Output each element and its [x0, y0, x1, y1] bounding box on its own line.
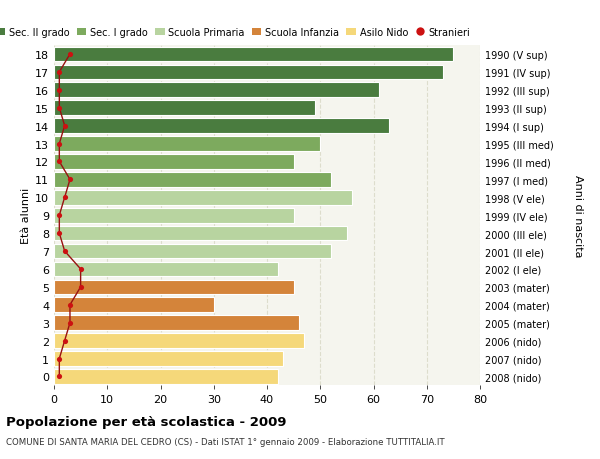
Point [65, 302, 75, 309]
Point [55, 69, 64, 76]
Point [55, 212, 64, 219]
Bar [54, 173, 331, 187]
Point [76, 284, 85, 291]
Bar [54, 369, 278, 384]
Point [65, 176, 75, 184]
Bar [54, 101, 315, 116]
Y-axis label: Anni di nascita: Anni di nascita [573, 174, 583, 257]
Bar [54, 48, 454, 62]
Bar [54, 352, 283, 366]
Y-axis label: Età alunni: Età alunni [21, 188, 31, 244]
Point [65, 51, 75, 58]
Bar [54, 119, 389, 134]
Bar [54, 83, 379, 98]
Bar [54, 316, 299, 330]
Legend: Sec. II grado, Sec. I grado, Scuola Primaria, Scuola Infanzia, Asilo Nido, Stran: Sec. II grado, Sec. I grado, Scuola Prim… [0, 28, 470, 38]
Point [60, 248, 70, 255]
Point [55, 355, 64, 363]
Bar [54, 280, 293, 295]
Bar [54, 262, 278, 277]
Text: Popolazione per età scolastica - 2009: Popolazione per età scolastica - 2009 [6, 415, 287, 428]
Text: COMUNE DI SANTA MARIA DEL CEDRO (CS) - Dati ISTAT 1° gennaio 2009 - Elaborazione: COMUNE DI SANTA MARIA DEL CEDRO (CS) - D… [6, 437, 445, 446]
Bar [54, 190, 352, 205]
Point [65, 319, 75, 327]
Point [55, 230, 64, 237]
Bar [54, 298, 214, 313]
Bar [54, 226, 347, 241]
Point [55, 105, 64, 112]
Point [55, 373, 64, 381]
Point [60, 337, 70, 345]
Bar [54, 208, 293, 223]
Point [60, 194, 70, 202]
Point [60, 123, 70, 130]
Point [55, 158, 64, 166]
Bar [54, 155, 293, 169]
Bar [54, 65, 443, 80]
Bar [54, 334, 304, 348]
Bar [54, 244, 331, 259]
Bar [54, 137, 320, 151]
Point [55, 140, 64, 148]
Point [76, 266, 85, 273]
Point [55, 87, 64, 94]
